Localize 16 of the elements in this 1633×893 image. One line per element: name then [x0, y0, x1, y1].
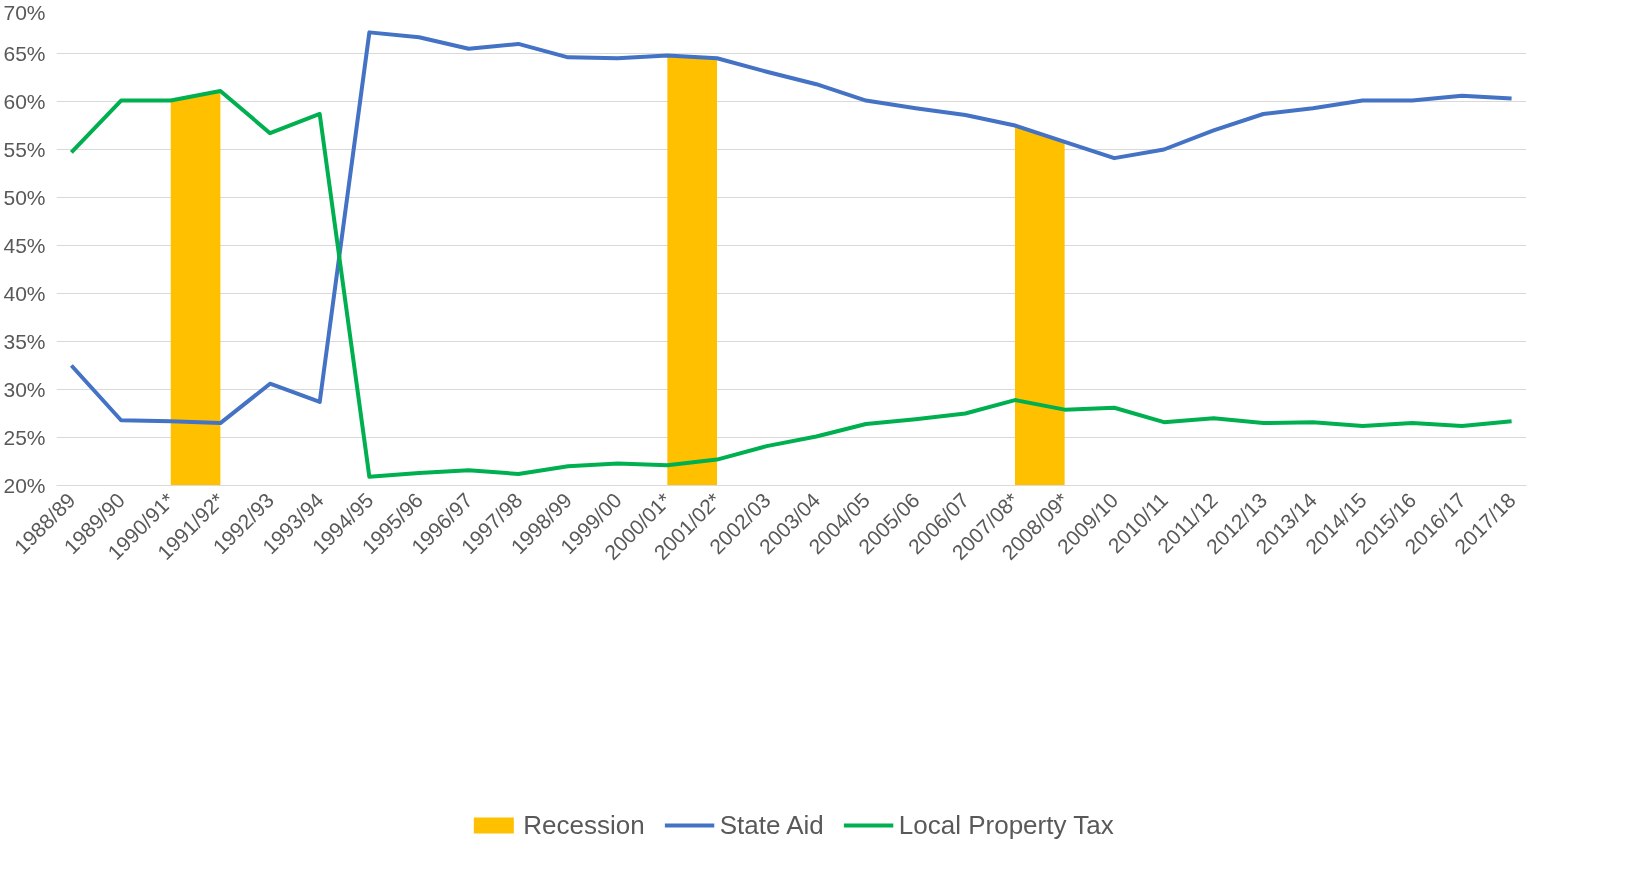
- y-tick-label: 40%: [3, 282, 46, 305]
- y-tick-label: 65%: [3, 42, 46, 65]
- y-tick-label: 45%: [3, 234, 46, 257]
- line-series: [69, 30, 1514, 426]
- y-tick-label: 60%: [3, 90, 46, 113]
- y-tick-label: 70%: [3, 0, 46, 24]
- y-tick-label: 20%: [3, 474, 46, 497]
- y-tick-label: 50%: [3, 186, 46, 209]
- legend-label: Recession: [523, 809, 645, 841]
- y-tick-label: 30%: [3, 378, 46, 401]
- legend-label: Local Property Tax: [898, 809, 1114, 841]
- y-tick-label: 35%: [3, 330, 46, 353]
- line-series: [69, 88, 1514, 479]
- y-tick-label: 25%: [3, 426, 46, 449]
- y-tick-label: 55%: [3, 138, 46, 161]
- legend-label: State Aid: [719, 809, 824, 841]
